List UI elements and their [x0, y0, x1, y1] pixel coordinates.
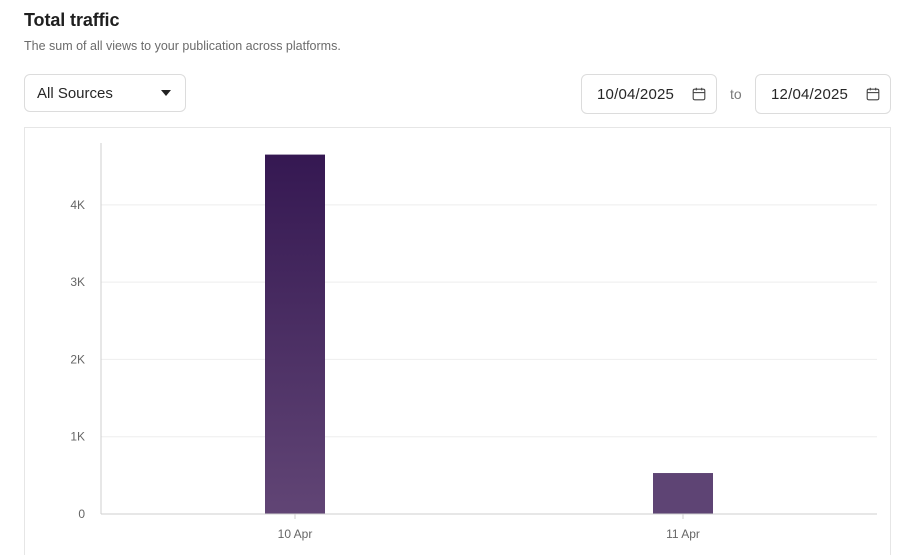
chart-bars	[265, 154, 713, 514]
date-to-value: 12/04/2025	[771, 85, 849, 103]
source-select-value: All Sources	[37, 84, 113, 102]
y-tick-label: 1K	[70, 430, 85, 444]
chart-axes	[100, 143, 877, 519]
source-select[interactable]: All Sources	[24, 74, 186, 112]
chevron-down-icon	[161, 90, 171, 96]
calendar-icon[interactable]	[692, 87, 706, 101]
calendar-icon[interactable]	[866, 87, 880, 101]
chart-tick-labels: 0 1K 2K 3K 4K 10 Apr 11 Apr	[70, 198, 700, 541]
date-to-input[interactable]: 12/04/2025	[755, 74, 891, 114]
bar[interactable]	[265, 154, 325, 514]
chart-grid	[101, 204, 877, 438]
y-tick-label: 3K	[70, 275, 85, 289]
date-range-separator: to	[730, 86, 742, 102]
traffic-bar-chart: 0 1K 2K 3K 4K 10 Apr 11 Apr	[70, 143, 877, 541]
bar[interactable]	[653, 473, 713, 514]
date-from-input[interactable]: 10/04/2025	[581, 74, 717, 114]
x-tick-label: 10 Apr	[278, 527, 313, 541]
x-tick-label: 11 Apr	[666, 527, 700, 541]
y-tick-label: 2K	[70, 352, 85, 366]
page-subtitle: The sum of all views to your publication…	[24, 39, 341, 53]
y-tick-label: 0	[78, 507, 85, 521]
page-title: Total traffic	[24, 10, 120, 30]
date-from-value: 10/04/2025	[597, 85, 675, 103]
y-tick-label: 4K	[70, 198, 85, 212]
traffic-chart-card: 0 1K 2K 3K 4K 10 Apr 11 Apr	[24, 127, 891, 555]
